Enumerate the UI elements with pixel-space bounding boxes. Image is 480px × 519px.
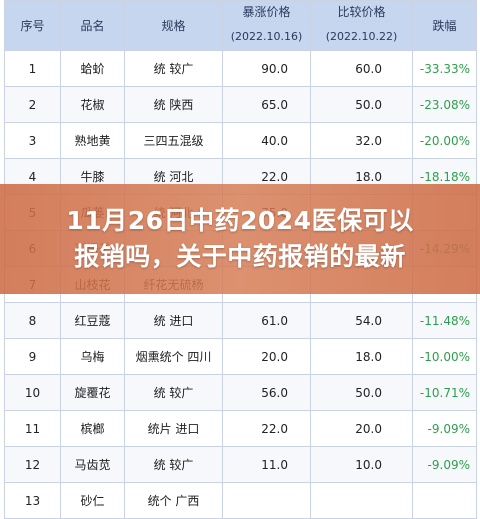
cell-name: 熟地黄: [60, 122, 125, 159]
table-header-subrow: (2022.10.16) (2022.10.22): [5, 21, 477, 51]
cell-change: -10.00%: [412, 338, 477, 375]
table-header-row: 序号 品名 规格 暴涨价格 比较价格 跌幅: [4, 0, 477, 51]
cell-index: 1: [4, 50, 61, 87]
cell-price-prev: 11.0: [222, 446, 311, 483]
cell-index: 2: [4, 86, 61, 123]
cell-name: 乌梅: [60, 338, 125, 375]
cell-price-prev: 20.0: [222, 338, 311, 375]
header-date-prev: (2022.10.16): [222, 21, 311, 51]
cell-index: 3: [4, 122, 61, 159]
cell-change: -9.09%: [412, 446, 477, 483]
cell-change: -33.33%: [412, 50, 477, 87]
cell-spec: 统 陕西: [124, 86, 223, 123]
header-date-curr: (2022.10.22): [310, 21, 413, 51]
cell-price-prev: [222, 482, 311, 519]
table-row: 8 红豆蔻统 进口 61.0 54.0 -11.48%: [4, 302, 477, 339]
cell-name: 马齿苋: [60, 446, 125, 483]
cell-spec: 统个 广西: [124, 482, 223, 519]
cell-spec: 统 较广: [124, 374, 223, 411]
cell-price-prev: 65.0: [222, 86, 311, 123]
cell-change: -20.00%: [412, 122, 477, 159]
cell-price-prev: 90.0: [222, 50, 311, 87]
header-change: 跌幅: [412, 0, 477, 51]
cell-price-prev: 61.0: [222, 302, 311, 339]
header-index: 序号: [4, 0, 61, 51]
cell-change: [412, 482, 477, 519]
table-row: 12 马齿苋统 较广 11.0 10.0 -9.09%: [4, 446, 477, 483]
cell-price-curr: [310, 482, 413, 519]
cell-price-curr: 54.0: [310, 302, 413, 339]
cell-index: 8: [4, 302, 61, 339]
cell-price-curr: 18.0: [310, 338, 413, 375]
cell-change: -23.08%: [412, 86, 477, 123]
cell-price-curr: 50.0: [310, 374, 413, 411]
table-row: 10 旋覆花统 较广 56.0 50.0 -10.71%: [4, 374, 477, 411]
cell-name: 红豆蔻: [60, 302, 125, 339]
cell-spec: 统 进口: [124, 302, 223, 339]
cell-spec: 烟熏统个 四川: [124, 338, 223, 375]
cell-name: 旋覆花: [60, 374, 125, 411]
cell-index: 12: [4, 446, 61, 483]
cell-price-curr: 32.0: [310, 122, 413, 159]
table-row: 11 槟榔 统片 进口 22.0 20.0 -9.09%: [4, 410, 477, 447]
cell-spec: 统片 进口: [124, 410, 223, 447]
cell-spec: 三四五混级: [124, 122, 223, 159]
table-row: 9 乌梅 烟熏统个 四川 20.0 18.0 -10.00%: [4, 338, 477, 375]
cell-index: 13: [4, 482, 61, 519]
cell-name: 槟榔: [60, 410, 125, 447]
cell-name: 花椒: [60, 86, 125, 123]
banner-title-line-1: 11月26日中药2024医保可以: [66, 206, 414, 235]
table-row: 2 花椒统 陕西 65.0 50.0 -23.08%: [4, 86, 477, 123]
cell-name: 蛤蚧: [60, 50, 125, 87]
table-row: 1 蛤蚧统 较广 90.0 60.0 -33.33%: [4, 50, 477, 87]
table-row: 13 砂仁 统个 广西: [4, 482, 477, 519]
cell-price-prev: 56.0: [222, 374, 311, 411]
header-price-prev: 暴涨价格: [222, 0, 311, 22]
cell-change: -10.71%: [412, 374, 477, 411]
cell-name: 砂仁: [60, 482, 125, 519]
header-price-curr: 比较价格: [310, 0, 413, 22]
banner-title-line-2: 报销吗，关于中药报销的最新: [74, 242, 406, 271]
cell-price-curr: 10.0: [310, 446, 413, 483]
cell-price-curr: 20.0: [310, 410, 413, 447]
cell-price-curr: 50.0: [310, 86, 413, 123]
cell-spec: 统 较广: [124, 50, 223, 87]
cell-index: 11: [4, 410, 61, 447]
cell-index: 10: [4, 374, 61, 411]
cell-price-curr: 60.0: [310, 50, 413, 87]
cell-change: -11.48%: [412, 302, 477, 339]
cell-price-prev: 40.0: [222, 122, 311, 159]
table-row: 3 熟地黄 三四五混级 40.0 32.0 -20.00%: [4, 122, 477, 159]
header-spec: 规格: [124, 0, 223, 51]
cell-index: 9: [4, 338, 61, 375]
cell-spec: 统 较广: [124, 446, 223, 483]
cell-price-prev: 22.0: [222, 410, 311, 447]
title-banner: 11月26日中药2024医保可以 报销吗，关于中药报销的最新: [0, 184, 480, 294]
header-name: 品名: [60, 0, 125, 51]
cell-change: -9.09%: [412, 410, 477, 447]
